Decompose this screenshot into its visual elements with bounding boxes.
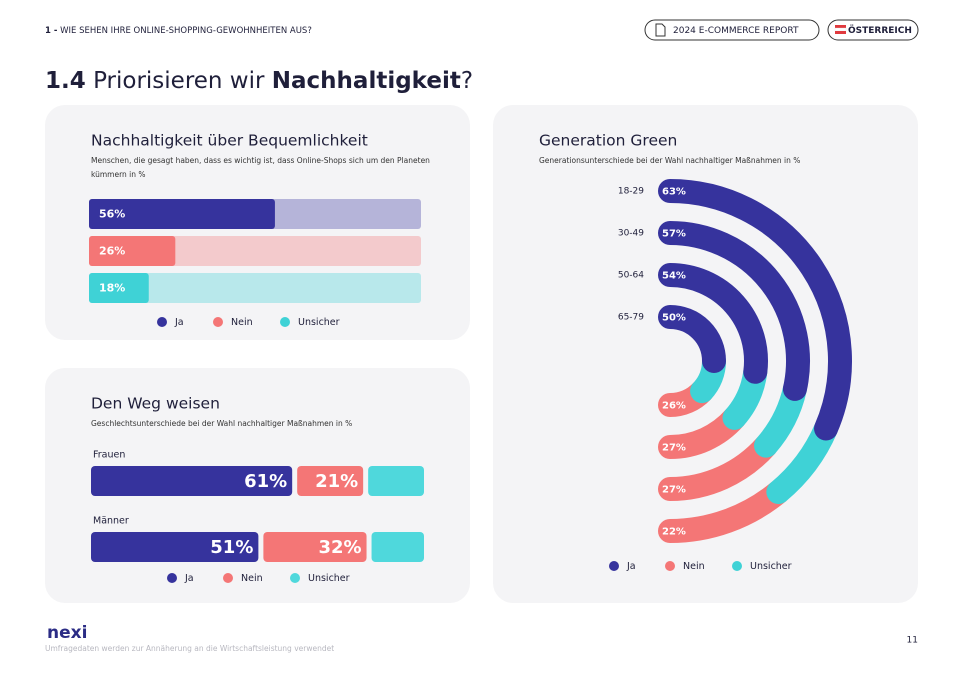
category-label: 65-79 bbox=[618, 313, 644, 323]
chart-title: Nachhaltigkeit über Bequemlichkeit bbox=[91, 132, 368, 150]
legend-label: Nein bbox=[241, 573, 263, 584]
page-title: 1.4 Priorisieren wir Nachhaltigkeit? bbox=[45, 68, 473, 94]
category-label: Männer bbox=[93, 516, 129, 527]
bar bbox=[89, 199, 275, 229]
category-label: 18-29 bbox=[618, 187, 644, 197]
chart-subtitle: Menschen, die gesagt haben, dass es wich… bbox=[91, 156, 430, 179]
value-label: 22% bbox=[662, 527, 686, 538]
legend-marker bbox=[290, 573, 300, 583]
bar-segment bbox=[91, 466, 293, 496]
bar-segment bbox=[91, 532, 259, 562]
arc-segment bbox=[658, 179, 852, 441]
title-emphasis: Nachhaltigkeit bbox=[272, 68, 461, 94]
legend-label: Unsicher bbox=[298, 317, 340, 328]
arc-segment bbox=[658, 479, 791, 543]
bar-segment bbox=[297, 466, 364, 496]
section-number: 1 - bbox=[45, 26, 58, 36]
category-label: Frauen bbox=[93, 450, 125, 461]
legend-marker bbox=[732, 561, 742, 571]
chart-subtitle: Generationsunterschiede bei der Wahl nac… bbox=[539, 156, 801, 165]
legend-marker bbox=[609, 561, 619, 571]
value-label: 27% bbox=[662, 443, 686, 454]
value-label: 32% bbox=[318, 537, 361, 558]
flag bbox=[835, 31, 846, 34]
legend-marker bbox=[223, 573, 233, 583]
value-label: 61% bbox=[244, 471, 287, 492]
page-number: 11 bbox=[907, 636, 918, 646]
arc-segment bbox=[658, 263, 768, 384]
flag bbox=[834, 27, 847, 32]
value-label: 18% bbox=[99, 282, 125, 295]
title-text: Priorisieren wir bbox=[93, 68, 265, 94]
legend-label: Ja bbox=[184, 573, 194, 584]
section-text: WIE SEHEN IHRE ONLINE-SHOPPING-GEWOHNHEI… bbox=[60, 26, 312, 36]
category-label: 50-64 bbox=[618, 271, 644, 281]
legend-marker bbox=[665, 561, 675, 571]
logo: nexi bbox=[47, 623, 87, 643]
doc-icon bbox=[655, 23, 666, 37]
flag bbox=[835, 25, 846, 28]
legend-marker bbox=[157, 317, 167, 327]
value-label: 54% bbox=[662, 271, 686, 282]
legend-label: Unsicher bbox=[308, 573, 350, 584]
arc-segment bbox=[658, 221, 810, 401]
subtitle-box: Geschlechtsunterschiede bei der Wahl nac… bbox=[91, 419, 353, 428]
legend-label: Ja bbox=[626, 561, 636, 572]
badge bbox=[644, 19, 820, 41]
bar-segment bbox=[371, 532, 424, 562]
chart-title: Den Weg weisen bbox=[91, 395, 220, 413]
bar bbox=[89, 273, 149, 303]
subtitle-box: Menschen, die gesagt haben, dass es wich… bbox=[91, 156, 430, 179]
section-header: 1 - WIE SEHEN IHRE ONLINE-SHOPPING-GEWOH… bbox=[45, 26, 312, 36]
title-end: ? bbox=[461, 68, 473, 94]
legend-label: Unsicher bbox=[750, 561, 792, 572]
bar bbox=[89, 236, 176, 266]
arc-segment bbox=[658, 305, 726, 373]
arc-segment bbox=[658, 433, 779, 501]
value-label: 27% bbox=[662, 485, 686, 496]
bar-track bbox=[89, 273, 421, 303]
value-label: 26% bbox=[662, 401, 686, 412]
chart-title: Generation Green bbox=[539, 132, 677, 150]
bar-segment bbox=[368, 466, 424, 496]
title-number: 1.4 bbox=[45, 68, 86, 94]
subtitle-box: Generationsunterschiede bei der Wahl nac… bbox=[539, 156, 801, 165]
value-label: 50% bbox=[662, 313, 686, 324]
value-label: 51% bbox=[210, 537, 253, 558]
value-label: 63% bbox=[662, 187, 686, 198]
footer-note: Umfragedaten werden zur Annäherung an di… bbox=[45, 644, 334, 653]
category-label: 30-49 bbox=[618, 229, 644, 239]
value-label: 56% bbox=[99, 208, 125, 221]
chart-subtitle: Geschlechtsunterschiede bei der Wahl nac… bbox=[91, 419, 353, 428]
value-label: 57% bbox=[662, 229, 686, 240]
badge-text: 2024 E-COMMERCE REPORT bbox=[673, 26, 799, 36]
legend-label: Ja bbox=[174, 317, 184, 328]
legend-label: Nein bbox=[231, 317, 253, 328]
value-label: 26% bbox=[99, 245, 125, 258]
country-text: ÖSTERREICH bbox=[848, 25, 912, 36]
legend-marker bbox=[280, 317, 290, 327]
charts: Nachhaltigkeit über Bequemlichkeit Mensch… bbox=[45, 105, 918, 603]
legend-marker bbox=[167, 573, 177, 583]
bar-segment bbox=[263, 532, 367, 562]
legend-label: Nein bbox=[683, 561, 705, 572]
country-badge bbox=[827, 19, 919, 41]
legend-marker bbox=[213, 317, 223, 327]
value-label: 21% bbox=[315, 471, 358, 492]
